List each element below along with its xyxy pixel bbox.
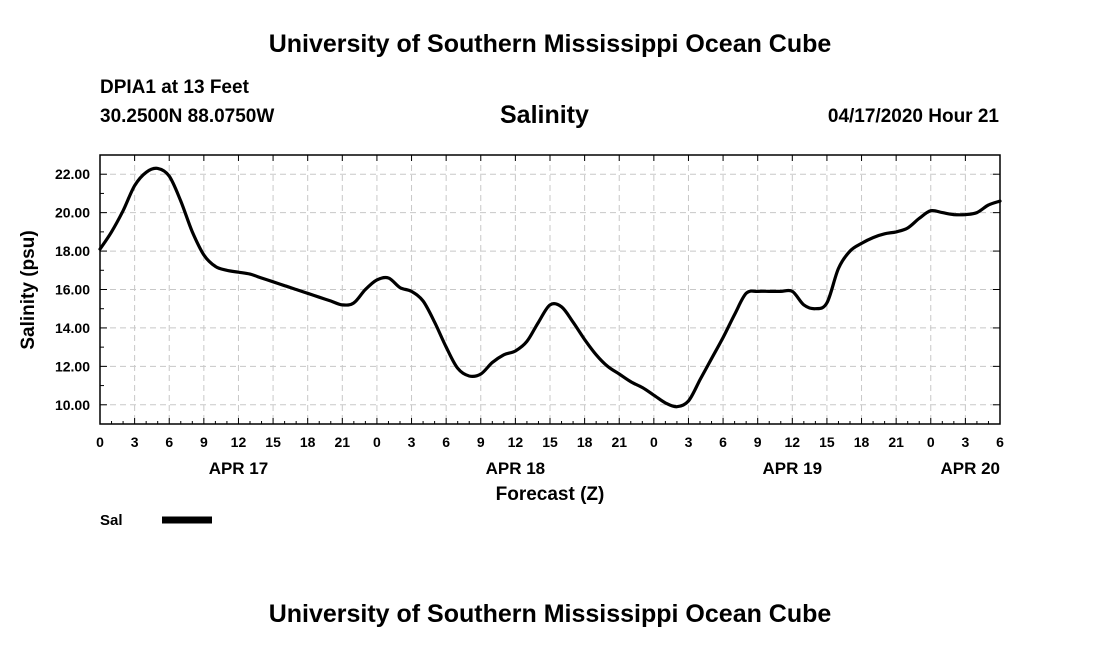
- date-label: APR 19: [763, 459, 823, 478]
- date-label: APR 20: [940, 459, 1000, 478]
- y-tick-label: 16.00: [55, 282, 90, 298]
- x-tick-label: 6: [165, 434, 173, 450]
- x-tick-label: 9: [200, 434, 208, 450]
- x-tick-label: 21: [888, 434, 904, 450]
- x-tick-label: 9: [754, 434, 762, 450]
- grid-layer: [100, 155, 1000, 424]
- station-label: DPIA1 at 13 Feet: [100, 77, 249, 98]
- x-tick-label: 0: [373, 434, 381, 450]
- main-title-top: University of Southern Mississippi Ocean…: [268, 30, 832, 58]
- coordinates-label: 30.2500N 88.0750W: [100, 106, 275, 127]
- x-tick-label: 18: [300, 434, 316, 450]
- x-tick-label: 3: [685, 434, 693, 450]
- y-tick-label: 18.00: [55, 243, 90, 259]
- date-label: APR 17: [209, 459, 269, 478]
- x-axis-title: Forecast (Z): [496, 484, 605, 505]
- y-tick-label: 14.00: [55, 320, 90, 336]
- x-tick-label: 12: [231, 434, 247, 450]
- x-tick-label: 12: [785, 434, 801, 450]
- y-tick-label: 20.00: [55, 205, 90, 221]
- forecast-datetime: 04/17/2020 Hour 21: [827, 106, 999, 127]
- main-title-bottom: University of Southern Mississippi Ocean…: [268, 600, 832, 628]
- series-line-sal: [98, 166, 1002, 409]
- x-tick-label: 6: [996, 434, 1004, 450]
- axis-layer: 0 3 6 9 12 15 18 21 0 3 6 9 12 15 18 21 0 3 6 9 12 15 18 21 0 3 6 A…: [55, 154, 1004, 478]
- x-tick-label: 12: [508, 434, 524, 450]
- chart-title: Salinity: [500, 101, 589, 129]
- legend-label-sal: Sal: [100, 512, 123, 529]
- x-tick-label: 15: [265, 434, 281, 450]
- y-tick-label: 12.00: [55, 358, 90, 374]
- y-tick-label: 10.00: [55, 397, 90, 413]
- x-tick-label: 21: [611, 434, 627, 450]
- y-axis-title: Salinity (psu): [18, 230, 39, 349]
- x-tick-label: 18: [854, 434, 870, 450]
- x-tick-label: 0: [650, 434, 658, 450]
- x-tick-label: 9: [477, 434, 485, 450]
- x-tick-label: 3: [131, 434, 139, 450]
- x-tick-label: 6: [719, 434, 727, 450]
- series-layer: [98, 166, 1002, 409]
- x-tick-label: 3: [961, 434, 969, 450]
- x-tick-label: 18: [577, 434, 593, 450]
- legend: Sal: [100, 512, 212, 529]
- y-tick-label: 22.00: [55, 166, 90, 182]
- x-tick-label: 3: [408, 434, 416, 450]
- x-tick-label: 15: [542, 434, 558, 450]
- date-label: APR 18: [486, 459, 546, 478]
- x-tick-label: 0: [927, 434, 935, 450]
- x-tick-label: 0: [96, 434, 104, 450]
- x-tick-label: 15: [819, 434, 835, 450]
- x-tick-label: 6: [442, 434, 450, 450]
- x-tick-label: 21: [335, 434, 351, 450]
